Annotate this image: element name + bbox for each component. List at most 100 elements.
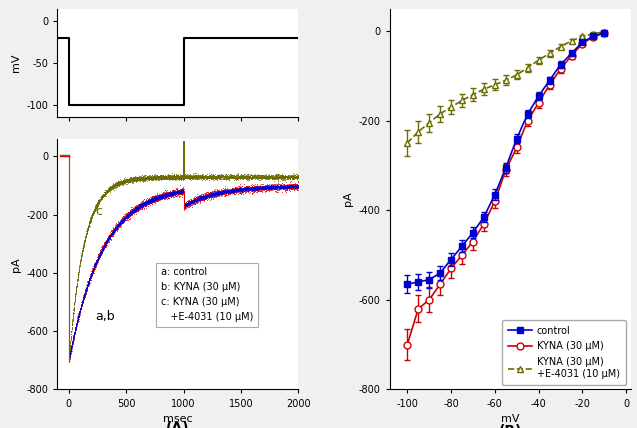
- Point: [222, 172, 232, 178]
- Point: [85, 277, 95, 284]
- Point: [262, 175, 273, 181]
- Point: [201, 194, 211, 201]
- Point: [259, 173, 269, 180]
- Point: [106, 231, 116, 238]
- Point: [159, 196, 169, 202]
- Point: [155, 195, 165, 202]
- Point: [189, 196, 199, 202]
- Point: [255, 187, 265, 194]
- Point: [182, 198, 192, 205]
- Point: [68, 315, 78, 322]
- Point: [82, 284, 92, 291]
- Point: [125, 208, 136, 214]
- Point: [116, 215, 126, 222]
- Point: [248, 186, 259, 193]
- Point: [161, 188, 171, 195]
- Point: [161, 192, 171, 199]
- Point: [285, 183, 295, 190]
- Point: [85, 217, 96, 224]
- Point: [99, 191, 109, 198]
- Point: [145, 196, 155, 203]
- Point: [260, 182, 270, 189]
- Point: [182, 173, 192, 180]
- Point: [134, 203, 144, 210]
- Point: [250, 175, 261, 181]
- Point: [239, 174, 249, 181]
- Point: [152, 195, 162, 202]
- Point: [169, 190, 180, 196]
- Point: [145, 199, 155, 206]
- Point: [198, 195, 208, 202]
- Point: [84, 277, 94, 284]
- Point: [82, 226, 92, 233]
- Point: [153, 193, 163, 200]
- Point: [163, 190, 173, 197]
- Point: [275, 184, 285, 191]
- Point: [90, 264, 100, 271]
- Point: [185, 174, 195, 181]
- Point: [137, 202, 147, 209]
- Point: [240, 186, 250, 193]
- Point: [269, 175, 279, 181]
- Point: [71, 318, 82, 325]
- Point: [108, 186, 118, 193]
- Point: [138, 202, 148, 208]
- Point: [122, 212, 132, 219]
- Point: [141, 175, 151, 182]
- Point: [249, 182, 259, 189]
- Point: [229, 172, 240, 179]
- Point: [129, 206, 140, 213]
- Point: [160, 175, 170, 182]
- Point: [69, 330, 79, 337]
- Point: [95, 250, 105, 257]
- Point: [117, 217, 127, 223]
- Point: [107, 230, 117, 237]
- Point: [269, 184, 280, 191]
- Point: [109, 226, 119, 232]
- Point: [190, 196, 200, 203]
- Point: [227, 186, 238, 193]
- Point: [102, 188, 112, 195]
- Point: [81, 232, 91, 238]
- Point: [147, 175, 157, 181]
- Point: [215, 189, 225, 196]
- Point: [69, 329, 80, 336]
- Point: [278, 184, 289, 191]
- Point: [164, 192, 174, 199]
- Point: [243, 186, 254, 193]
- Point: [244, 185, 254, 192]
- Point: [140, 172, 150, 179]
- Point: [211, 173, 221, 180]
- Point: [217, 189, 227, 196]
- Point: [111, 223, 122, 229]
- Point: [285, 184, 295, 190]
- Point: [114, 181, 124, 187]
- Point: [89, 208, 99, 215]
- Point: [229, 187, 240, 194]
- Point: [103, 235, 113, 242]
- Point: [236, 173, 247, 180]
- Point: [174, 174, 184, 181]
- Point: [209, 191, 219, 198]
- Point: [64, 354, 75, 361]
- Point: [258, 175, 268, 181]
- Point: [280, 183, 290, 190]
- Point: [135, 173, 145, 180]
- Point: [266, 185, 276, 192]
- Point: [161, 190, 171, 196]
- Point: [242, 186, 252, 193]
- Point: [87, 213, 97, 220]
- Point: [121, 214, 131, 221]
- Point: [176, 186, 187, 193]
- Point: [178, 187, 188, 194]
- Point: [136, 202, 146, 209]
- Point: [228, 172, 238, 179]
- Point: [128, 208, 138, 214]
- Point: [273, 177, 283, 184]
- Point: [221, 188, 231, 195]
- Point: [131, 202, 141, 209]
- Point: [131, 175, 141, 181]
- Point: [127, 176, 137, 183]
- Point: [226, 173, 236, 180]
- Point: [238, 184, 248, 191]
